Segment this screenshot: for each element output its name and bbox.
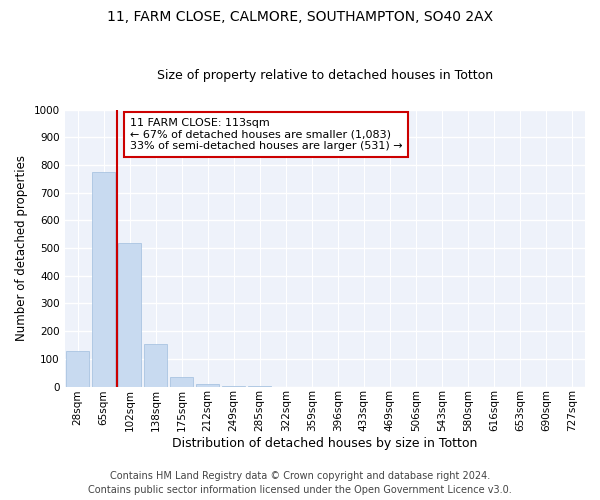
Text: 11 FARM CLOSE: 113sqm
← 67% of detached houses are smaller (1,083)
33% of semi-d: 11 FARM CLOSE: 113sqm ← 67% of detached … xyxy=(130,118,402,151)
Text: 11, FARM CLOSE, CALMORE, SOUTHAMPTON, SO40 2AX: 11, FARM CLOSE, CALMORE, SOUTHAMPTON, SO… xyxy=(107,10,493,24)
Title: Size of property relative to detached houses in Totton: Size of property relative to detached ho… xyxy=(157,69,493,82)
X-axis label: Distribution of detached houses by size in Totton: Distribution of detached houses by size … xyxy=(172,437,478,450)
Bar xyxy=(66,350,89,386)
Y-axis label: Number of detached properties: Number of detached properties xyxy=(15,155,28,341)
Bar xyxy=(92,172,115,386)
Bar xyxy=(196,384,220,386)
Bar xyxy=(144,344,167,386)
Bar xyxy=(118,242,142,386)
Text: Contains HM Land Registry data © Crown copyright and database right 2024.
Contai: Contains HM Land Registry data © Crown c… xyxy=(88,471,512,495)
Bar xyxy=(170,377,193,386)
